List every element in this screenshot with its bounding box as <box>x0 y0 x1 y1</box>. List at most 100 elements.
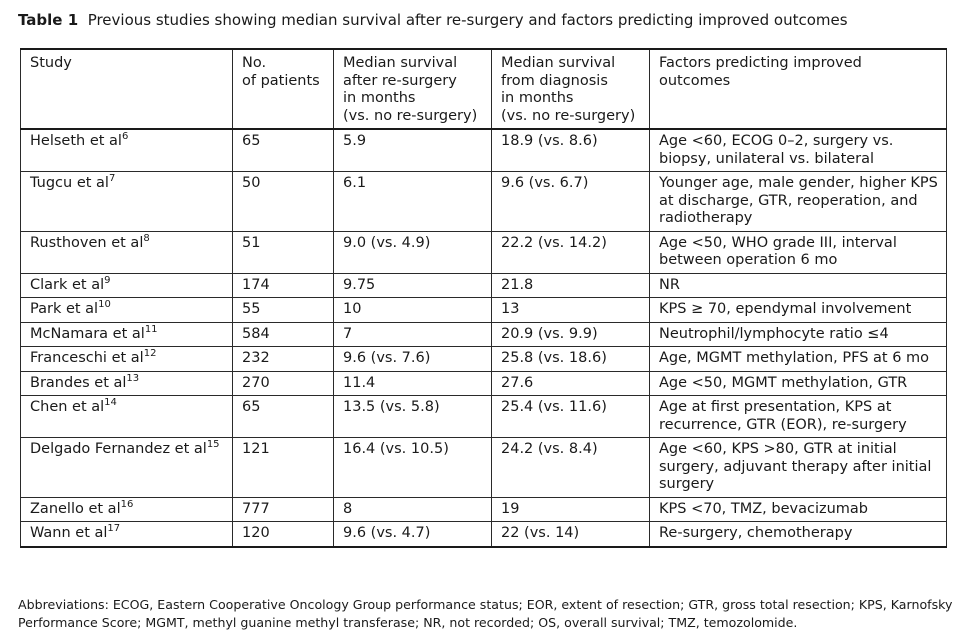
header-study-text: Study <box>30 55 72 71</box>
cell-patients: 174 <box>232 272 334 298</box>
table-row: Delgado Fernandez et al15 121 16.4 (vs. 10… <box>20 437 947 498</box>
table-row: Brandes et al13 270 11.4 27.6 Age <50, MGMT … <box>20 370 947 396</box>
cell-study: McNamara et al11 <box>20 321 233 347</box>
table-row: Rusthoven et al8 51 9.0 (vs. 4.9) 22.2 (vs.… <box>20 230 947 274</box>
cell-median-from-diagnosis: 21.8 <box>491 272 650 298</box>
cell-factors: Age <50, WHO grade III, interval between… <box>649 230 947 274</box>
cell-patients: 65 <box>232 395 334 438</box>
study-name: Clark et al <box>30 276 105 293</box>
cell-factors: Age <50, MGMT methylation, GTR <box>649 370 947 396</box>
cell-median-after-resurgery: 10 <box>333 297 492 323</box>
table-row: Franceschi et al12 232 9.6 (vs. 7.6) 25.8 (… <box>20 346 947 372</box>
cell-study: Park et al10 <box>20 297 233 323</box>
cell-factors: NR <box>649 272 947 298</box>
cell-median-from-diagnosis: 25.8 (vs. 18.6) <box>491 346 650 372</box>
table-row: Wann et al17 120 9.6 (vs. 4.7) 22 (vs. 14) R… <box>20 521 947 547</box>
cell-median-after-resurgery: 9.6 (vs. 7.6) <box>333 346 492 372</box>
study-name: Helseth et al <box>30 133 122 149</box>
cell-factors: Age <60, ECOG 0–2, surgery vs. biopsy, u… <box>649 128 947 172</box>
table-caption: Table 1 Previous studies showing median … <box>18 10 848 30</box>
cell-median-from-diagnosis: 13 <box>491 297 650 323</box>
cell-median-after-resurgery: 13.5 (vs. 5.8) <box>333 395 492 438</box>
cell-factors: Re-surgery, chemotherapy <box>649 521 947 547</box>
study-name: Wann et al <box>30 525 108 541</box>
cell-factors: Age at first presentation, KPS at recurr… <box>649 395 947 438</box>
table-row: McNamara et al11 584 7 20.9 (vs. 9.9) Neutro… <box>20 321 947 347</box>
reference-number: 17 <box>107 523 121 534</box>
cell-patients: 777 <box>232 496 334 522</box>
cell-patients: 584 <box>232 321 334 347</box>
header-diagnosis-text: Median survival from diagnosis in months… <box>501 55 636 124</box>
cell-median-from-diagnosis: 9.6 (vs. 6.7) <box>491 171 650 232</box>
header-study: Study <box>20 48 233 130</box>
cell-patients: 65 <box>232 128 334 172</box>
cell-study: Clark et al9 <box>20 272 233 298</box>
cell-median-after-resurgery: 11.4 <box>333 370 492 396</box>
table-body: Helseth et al6 65 5.9 18.9 (vs. 8.6) Age <60… <box>20 128 947 547</box>
table-row: Zanello et al16 777 8 19 KPS <70, TMZ, bevac… <box>20 496 947 522</box>
cell-median-from-diagnosis: 22.2 (vs. 14.2) <box>491 230 650 274</box>
cell-factors: KPS <70, TMZ, bevacizumab <box>649 496 947 522</box>
cell-median-after-resurgery: 9.75 <box>333 272 492 298</box>
cell-median-after-resurgery: 6.1 <box>333 171 492 232</box>
cell-patients: 270 <box>232 370 334 396</box>
cell-median-after-resurgery: 7 <box>333 321 492 347</box>
cell-study: Rusthoven et al8 <box>20 230 233 274</box>
cell-patients: 232 <box>232 346 334 372</box>
study-name: Franceschi et al <box>30 350 144 366</box>
cell-median-after-resurgery: 5.9 <box>333 128 492 172</box>
table-row: Chen et al14 65 13.5 (vs. 5.8) 25.4 (vs. 11… <box>20 395 947 438</box>
reference-number: 12 <box>143 348 157 359</box>
cell-median-after-resurgery: 16.4 (vs. 10.5) <box>333 437 492 498</box>
reference-number: 13 <box>126 372 140 384</box>
reference-number: 14 <box>104 397 117 408</box>
study-name: Rusthoven et al <box>30 234 144 251</box>
reference-number: 8 <box>143 232 150 244</box>
cell-median-from-diagnosis: 24.2 (vs. 8.4) <box>491 437 650 498</box>
header-after-text: Median survival after re-surgery in mont… <box>343 55 478 124</box>
reference-number: 9 <box>104 274 111 286</box>
header-factors: Factors predicting improved outcomes <box>649 48 947 130</box>
cell-patients: 120 <box>232 521 334 547</box>
cell-study: Franceschi et al12 <box>20 346 233 372</box>
cell-study: Wann et al17 <box>20 521 233 547</box>
cell-median-from-diagnosis: 25.4 (vs. 11.6) <box>491 395 650 438</box>
abbreviations-footnote: Abbreviations: ECOG, Eastern Cooperative… <box>18 597 953 630</box>
table-row: Clark et al9 174 9.75 21.8 NR <box>20 272 947 298</box>
header-patients-text: No. of patients <box>242 55 320 89</box>
cell-study: Zanello et al16 <box>20 496 233 522</box>
header-median-after-resurgery: Median survival after re-surgery in mont… <box>333 48 492 130</box>
cell-patients: 51 <box>232 230 334 274</box>
reference-number: 6 <box>121 131 129 142</box>
cell-patients: 121 <box>232 437 334 498</box>
study-name: Brandes et al <box>30 374 127 391</box>
cell-median-after-resurgery: 9.0 (vs. 4.9) <box>333 230 492 274</box>
cell-median-from-diagnosis: 18.9 (vs. 8.6) <box>491 128 650 172</box>
header-factors-text: Factors predicting improved outcomes <box>659 55 862 89</box>
table-header-row: Study No. of patients Median survival af… <box>20 48 947 130</box>
cell-study: Delgado Fernandez et al15 <box>20 437 233 498</box>
cell-study: Helseth et al6 <box>20 128 233 172</box>
cell-median-after-resurgery: 8 <box>333 496 492 522</box>
table-caption-text: Previous studies showing median survival… <box>87 11 848 29</box>
cell-median-from-diagnosis: 22 (vs. 14) <box>491 521 650 547</box>
cell-study: Brandes et al13 <box>20 370 233 396</box>
header-patients: No. of patients <box>232 48 334 130</box>
study-name: Chen et al <box>30 399 105 415</box>
cell-factors: Neutrophil/lymphocyte ratio ≤4 <box>649 321 947 347</box>
table-row: Park et al10 55 10 13 KPS ≥ 70, ependymal in… <box>20 297 947 323</box>
cell-study: Chen et al14 <box>20 395 233 438</box>
reference-number: 11 <box>144 323 158 335</box>
cell-median-from-diagnosis: 19 <box>491 496 650 522</box>
study-name: Delgado Fernandez et al <box>30 441 207 457</box>
cell-median-after-resurgery: 9.6 (vs. 4.7) <box>333 521 492 547</box>
cell-patients: 50 <box>232 171 334 232</box>
reference-number: 10 <box>98 299 111 310</box>
header-median-from-diagnosis: Median survival from diagnosis in months… <box>491 48 650 130</box>
cell-median-from-diagnosis: 20.9 (vs. 9.9) <box>491 321 650 347</box>
study-name: Tugcu et al <box>30 175 109 191</box>
cell-patients: 55 <box>232 297 334 323</box>
cell-study: Tugcu et al7 <box>20 171 233 232</box>
study-name: Park et al <box>30 301 99 317</box>
